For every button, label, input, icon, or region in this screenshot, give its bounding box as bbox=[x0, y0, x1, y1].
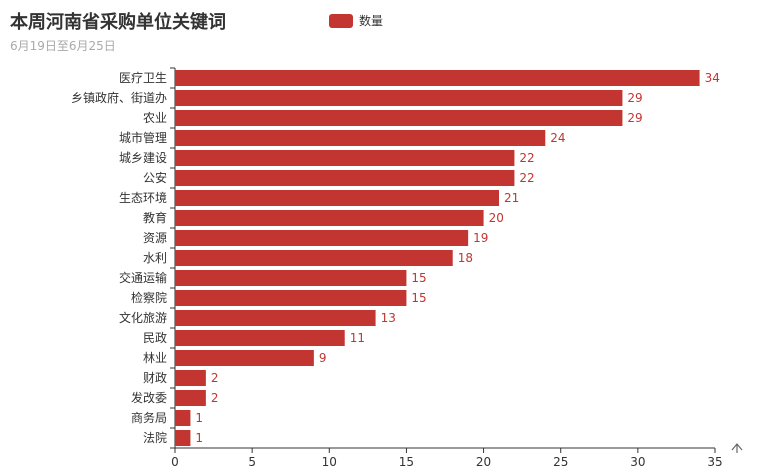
bar bbox=[175, 370, 206, 386]
bar bbox=[175, 210, 484, 226]
data-label: 22 bbox=[519, 171, 534, 185]
category-label: 林业 bbox=[143, 351, 167, 365]
data-label: 29 bbox=[627, 111, 642, 125]
chevron-up-icon[interactable] bbox=[730, 440, 744, 454]
data-label: 9 bbox=[319, 351, 327, 365]
bar bbox=[175, 330, 345, 346]
bar bbox=[175, 290, 407, 306]
category-label: 资源 bbox=[143, 231, 167, 245]
x-tick-label: 15 bbox=[399, 455, 414, 469]
bar bbox=[175, 190, 499, 206]
bar bbox=[175, 230, 469, 246]
category-label: 交通运输 bbox=[119, 270, 167, 285]
category-label: 乡镇政府、街道办 bbox=[71, 90, 167, 105]
data-label: 24 bbox=[550, 131, 565, 145]
data-label: 34 bbox=[705, 71, 720, 85]
bar bbox=[175, 90, 623, 106]
x-tick-label: 0 bbox=[171, 455, 179, 469]
data-label: 18 bbox=[458, 251, 473, 265]
data-label: 15 bbox=[411, 291, 426, 305]
bar bbox=[175, 170, 515, 186]
bar bbox=[175, 350, 314, 366]
category-label: 商务局 bbox=[131, 410, 167, 425]
category-label: 农业 bbox=[143, 111, 167, 125]
legend-label: 数量 bbox=[359, 14, 384, 28]
bar bbox=[175, 130, 546, 146]
bar bbox=[175, 430, 191, 446]
x-tick-label: 35 bbox=[707, 455, 722, 469]
category-label: 医疗卫生 bbox=[119, 71, 167, 85]
category-label: 公安 bbox=[143, 170, 167, 185]
legend[interactable]: 数量 bbox=[329, 12, 383, 29]
category-label: 文化旅游 bbox=[119, 310, 167, 325]
category-label: 城乡建设 bbox=[119, 151, 167, 165]
x-tick-label: 25 bbox=[553, 455, 568, 469]
category-label: 民政 bbox=[143, 331, 167, 345]
data-label: 20 bbox=[489, 211, 504, 225]
data-label: 1 bbox=[195, 411, 203, 425]
data-label: 29 bbox=[627, 91, 642, 105]
category-label: 水利 bbox=[143, 251, 167, 265]
category-label: 检察院 bbox=[131, 290, 167, 305]
data-label: 1 bbox=[195, 431, 203, 445]
x-tick-label: 10 bbox=[322, 455, 337, 469]
legend-swatch bbox=[329, 13, 353, 28]
data-label: 15 bbox=[411, 271, 426, 285]
chart-subtitle: 6月19日至6月25日 bbox=[10, 39, 116, 53]
bar bbox=[175, 390, 206, 406]
data-label: 19 bbox=[473, 231, 488, 245]
x-tick-label: 30 bbox=[630, 455, 645, 469]
data-label: 11 bbox=[350, 331, 365, 345]
bar bbox=[175, 150, 515, 166]
x-tick-label: 5 bbox=[248, 455, 256, 469]
category-label: 城市管理 bbox=[119, 130, 167, 145]
category-label: 教育 bbox=[143, 210, 167, 225]
bar bbox=[175, 70, 700, 86]
category-label: 生态环境 bbox=[119, 190, 167, 205]
category-label: 发改委 bbox=[131, 390, 167, 405]
data-label: 2 bbox=[211, 371, 219, 385]
bar bbox=[175, 310, 376, 326]
data-label: 21 bbox=[504, 191, 519, 205]
category-label: 财政 bbox=[143, 371, 167, 385]
x-tick-label: 20 bbox=[476, 455, 491, 469]
category-label: 法院 bbox=[143, 431, 167, 445]
bar bbox=[175, 110, 623, 126]
bar bbox=[175, 250, 453, 266]
data-label: 2 bbox=[211, 391, 219, 405]
bar bbox=[175, 270, 407, 286]
data-label: 22 bbox=[519, 151, 534, 165]
chart-title: 本周河南省采购单位关键词 bbox=[10, 12, 226, 33]
bar bbox=[175, 410, 191, 426]
data-label: 13 bbox=[381, 311, 396, 325]
